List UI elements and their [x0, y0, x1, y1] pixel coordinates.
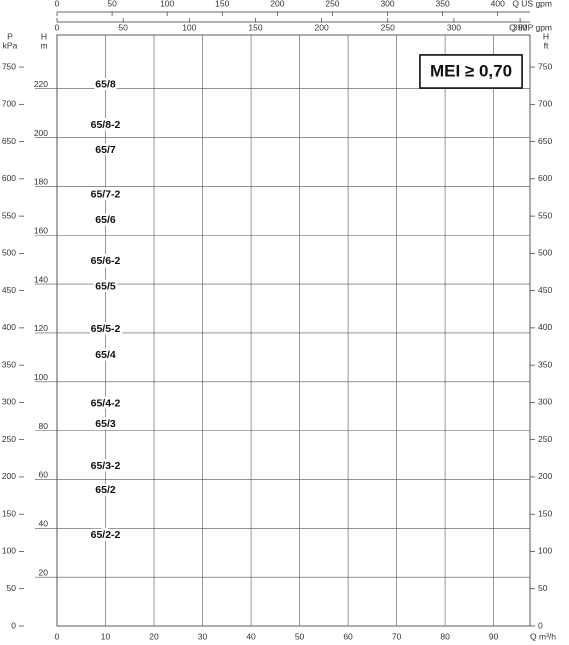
p-tick-label: 150	[2, 508, 16, 518]
y-tick-label: 80	[39, 421, 49, 431]
y2-tick-label: 300	[538, 397, 552, 407]
top-axis-label: Q US gpm	[512, 0, 552, 8]
x-tick-label: 80	[440, 631, 450, 641]
y-tick-label: 140	[34, 274, 48, 284]
x-tick-label: 0	[55, 631, 60, 641]
y-tick-label: 100	[34, 372, 48, 382]
top-tick-label: 100	[182, 22, 196, 32]
top-tick-label: 350	[513, 22, 527, 32]
curve-label: 65/3	[95, 418, 116, 430]
top-tick-label: 150	[215, 0, 229, 8]
top-axis-label: Q IMP gpm	[509, 22, 552, 32]
x-tick-label: 60	[343, 631, 353, 641]
y2-axis-unit: ft	[544, 40, 549, 50]
curve-label: 65/2	[95, 484, 116, 496]
y2-tick-label: 350	[538, 359, 552, 369]
curve-label: 65/5-2	[91, 323, 121, 335]
p-tick-label: 100	[2, 546, 16, 556]
p-axis-unit: kPa	[3, 40, 18, 50]
top-tick-label: 350	[436, 0, 450, 8]
curve-label: 65/4	[95, 349, 116, 361]
y-tick-label: 180	[34, 177, 48, 187]
top-tick-label: 200	[315, 22, 329, 32]
y-tick-label: 220	[34, 79, 48, 89]
curve-label: 65/3-2	[91, 460, 121, 472]
curve-label: 65/2-2	[91, 529, 121, 541]
y-tick-label: 120	[34, 323, 48, 333]
p-tick-label: 200	[2, 471, 16, 481]
y2-tick-label: 450	[538, 285, 552, 295]
y2-tick-label: 200	[538, 471, 552, 481]
top-tick-label: 50	[118, 22, 128, 32]
y-axis-unit: m	[40, 40, 47, 50]
p-tick-label: 750	[2, 61, 16, 71]
p-tick-label: 0	[11, 620, 16, 630]
top-tick-label: 0	[55, 22, 60, 32]
x-tick-label: 70	[392, 631, 402, 641]
p-tick-label: 250	[2, 434, 16, 444]
y-tick-label: 60	[39, 470, 49, 480]
mei-box	[419, 54, 523, 89]
top-tick-label: 300	[380, 0, 394, 8]
y-tick-label: 20	[39, 567, 49, 577]
x-tick-label: 40	[246, 631, 256, 641]
curve-label: 65/5	[95, 280, 116, 292]
p-axis-label: P	[7, 31, 13, 41]
y2-tick-label: 400	[538, 322, 552, 332]
p-tick-label: 700	[2, 99, 16, 109]
x-tick-label: 20	[149, 631, 159, 641]
x-tick-label: 50	[295, 631, 305, 641]
top-tick-label: 250	[381, 22, 395, 32]
p-tick-label: 50	[7, 583, 17, 593]
p-tick-label: 350	[2, 359, 16, 369]
curve-label: 65/8-2	[91, 119, 121, 131]
curve-label: 65/7	[95, 144, 116, 156]
y-tick-label: 160	[34, 226, 48, 236]
top-tick-label: 250	[325, 0, 339, 8]
top-tick-label: 200	[270, 0, 284, 8]
y2-tick-label: 550	[538, 210, 552, 220]
y2-tick-label: 500	[538, 248, 552, 258]
y-axis-label: H	[41, 31, 47, 41]
y2-tick-label: 100	[538, 546, 552, 556]
top-tick-label: 300	[447, 22, 461, 32]
top-tick-label: 100	[160, 0, 174, 8]
top-tick-label: 0	[55, 0, 60, 8]
y-tick-label: 200	[34, 128, 48, 138]
curve-label: 65/6-2	[91, 255, 121, 267]
curve-label: 65/7-2	[91, 188, 121, 200]
y2-tick-label: 650	[538, 136, 552, 146]
p-tick-label: 300	[2, 397, 16, 407]
plot-frame	[56, 34, 531, 627]
y2-tick-label: 0	[538, 620, 543, 630]
x-tick-label: 90	[489, 631, 499, 641]
top-tick-label: 150	[248, 22, 262, 32]
y2-axis-label: H	[543, 31, 549, 41]
y2-tick-label: 600	[538, 173, 552, 183]
curve-label: 65/6	[95, 214, 116, 226]
top-tick-label: 50	[107, 0, 117, 8]
curve-label: 65/4-2	[91, 397, 121, 409]
p-tick-label: 450	[2, 285, 16, 295]
chart-title: MEI ≥ 0,70	[430, 61, 512, 80]
y2-tick-label: 700	[538, 99, 552, 109]
p-tick-label: 550	[2, 210, 16, 220]
p-tick-label: 650	[2, 136, 16, 146]
x-tick-label: 30	[198, 631, 208, 641]
y2-tick-label: 150	[538, 508, 552, 518]
curve-label: 65/8	[95, 78, 116, 90]
y2-tick-label: 250	[538, 434, 552, 444]
top-tick-label: 400	[491, 0, 505, 8]
x-axis-label: Q m³/h	[530, 631, 556, 641]
p-tick-label: 600	[2, 173, 16, 183]
y2-tick-label: 50	[538, 583, 548, 593]
p-tick-label: 400	[2, 322, 16, 332]
y2-tick-label: 750	[538, 61, 552, 71]
x-tick-label: 10	[101, 631, 111, 641]
p-tick-label: 500	[2, 248, 16, 258]
y-tick-label: 40	[39, 519, 49, 529]
